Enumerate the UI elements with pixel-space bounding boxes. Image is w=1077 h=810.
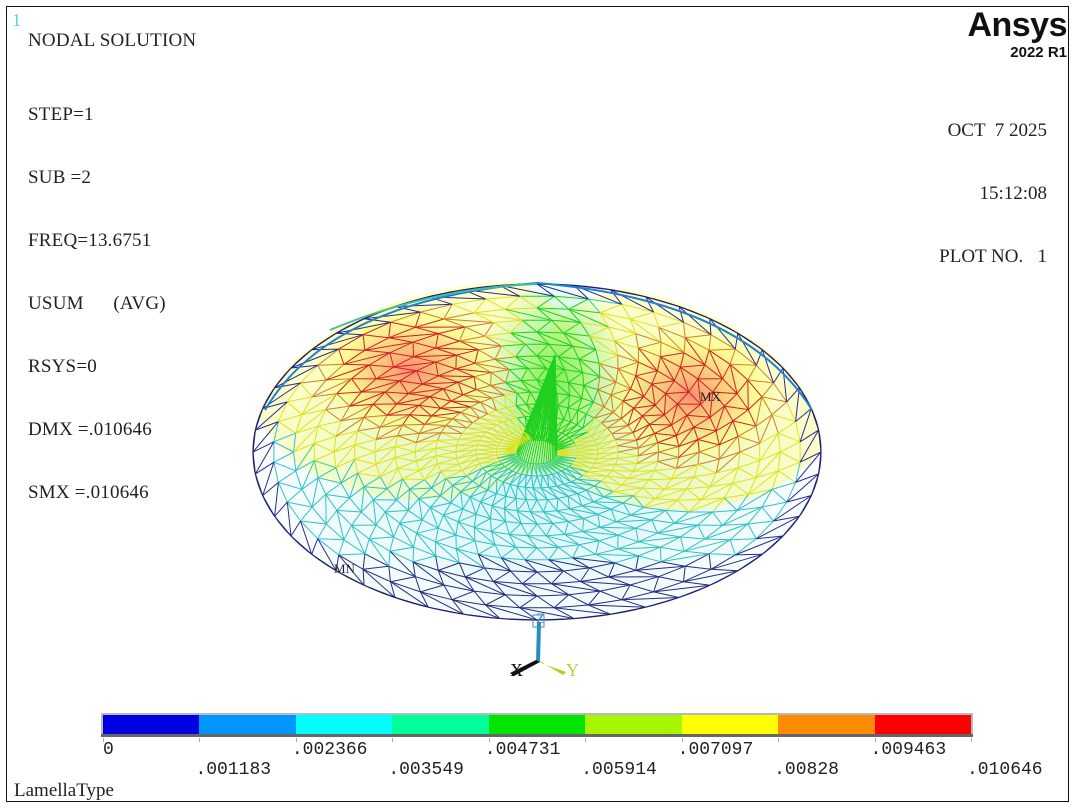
info-step: STEP=1 bbox=[28, 104, 94, 125]
legend-segment bbox=[874, 715, 971, 734]
info-rsys: RSYS=0 bbox=[28, 356, 97, 377]
triad-z-label: Z bbox=[536, 611, 546, 627]
legend-tick bbox=[585, 738, 587, 742]
logo-version: 2022 R1 bbox=[1010, 44, 1067, 61]
legend-value: 0 bbox=[103, 740, 114, 760]
legend-segment bbox=[488, 715, 586, 734]
legend-tick bbox=[778, 738, 780, 742]
legend-segment bbox=[585, 715, 682, 734]
legend-value: .002366 bbox=[291, 740, 368, 760]
legend-segment bbox=[392, 715, 489, 734]
coordinate-triad bbox=[510, 614, 566, 676]
legend-value: .005914 bbox=[581, 760, 657, 780]
min-marker: MN bbox=[334, 561, 355, 576]
legend-value: .00828 bbox=[774, 760, 839, 780]
legend-tick bbox=[488, 738, 490, 742]
legend-value: .004731 bbox=[484, 740, 561, 760]
info-usum: USUM (AVG) bbox=[28, 293, 166, 314]
triad-x-label: X bbox=[510, 660, 523, 680]
plot-number: PLOT NO. 1 bbox=[939, 246, 1047, 267]
model-title: LamellaType bbox=[14, 780, 114, 801]
legend-value: .003549 bbox=[388, 760, 464, 780]
info-freq: FREQ=13.6751 bbox=[28, 230, 152, 251]
legend-tick bbox=[103, 738, 104, 742]
plot-date: OCT 7 2025 bbox=[947, 120, 1047, 141]
plot-time: 15:12:08 bbox=[979, 183, 1047, 204]
contour-legend-bar bbox=[101, 713, 973, 737]
dome-rim bbox=[264, 281, 813, 411]
window-number: 1 bbox=[12, 10, 21, 30]
info-sub: SUB =2 bbox=[28, 167, 92, 188]
legend-value: .010646 bbox=[967, 760, 1043, 780]
legend-segment bbox=[295, 715, 393, 734]
legend-segment bbox=[681, 715, 779, 734]
legend-tick bbox=[392, 738, 394, 742]
logo-name: Ansys bbox=[967, 6, 1067, 44]
legend-tick bbox=[681, 738, 683, 742]
legend-tick bbox=[199, 738, 201, 742]
legend-segment bbox=[778, 715, 875, 734]
info-dmx: DMX =.010646 bbox=[28, 419, 152, 440]
solution-info: STEP=1 SUB =2 FREQ=13.6751 USUM (AVG) RS… bbox=[28, 62, 166, 524]
plot-title: NODAL SOLUTION bbox=[28, 30, 197, 51]
legend-segment bbox=[199, 715, 296, 734]
legend-tick bbox=[971, 738, 972, 742]
legend-segment bbox=[103, 715, 200, 734]
ansys-logo: Ansys 2022 R1 bbox=[967, 6, 1067, 62]
legend-tick bbox=[874, 738, 876, 742]
legend-value: .009463 bbox=[870, 740, 947, 760]
plot-meta: OCT 7 2025 15:12:08 PLOT NO. 1 bbox=[939, 78, 1047, 288]
legend-tick bbox=[295, 738, 297, 742]
mesh-lines bbox=[252, 283, 822, 620]
triad-y-label: Y bbox=[566, 660, 579, 680]
legend-value: .007097 bbox=[677, 740, 754, 760]
max-marker: MX bbox=[700, 389, 721, 404]
legend-value: .001183 bbox=[195, 760, 272, 780]
info-smx: SMX =.010646 bbox=[28, 482, 149, 503]
